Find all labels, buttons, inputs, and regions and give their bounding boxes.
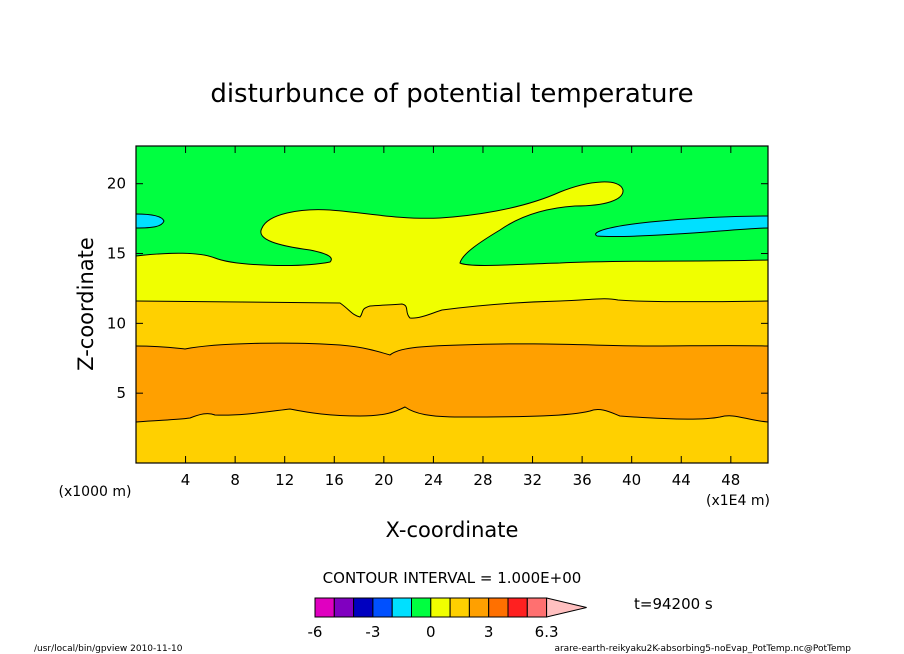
colorbar-extend-arrow	[546, 597, 587, 618]
y-tick-label: 5	[116, 384, 126, 402]
colorbar-label: -3	[365, 623, 380, 641]
colorbar-label: 0	[426, 623, 436, 641]
y-unit-label: (x1000 m)	[59, 484, 132, 500]
x-axis-label: X-coordinate	[386, 518, 519, 542]
region-cyan-right	[595, 216, 768, 237]
y-tick-label: 15	[107, 245, 126, 263]
x-tick-label: 4	[181, 471, 191, 489]
colorbar-swatch	[449, 597, 470, 618]
colorbar-swatch	[372, 597, 393, 618]
x-tick-label: 28	[473, 471, 492, 489]
plot-frame	[135, 145, 769, 464]
x-tick-label: 32	[523, 471, 542, 489]
colorbar-swatch	[314, 597, 335, 618]
colorbar-swatch	[526, 597, 548, 618]
colorbar-swatch	[411, 597, 432, 618]
time-label: t=94200 s	[634, 595, 713, 613]
x-unit-label: (x1E4 m)	[706, 493, 770, 509]
region-cyan-left	[136, 214, 164, 228]
colorbar-swatch	[468, 597, 490, 618]
chart-title: disturbunce of potential temperature	[210, 79, 693, 109]
y-tick-label: 10	[107, 314, 126, 332]
x-tick-label: 12	[275, 471, 294, 489]
x-tick-label: 24	[424, 471, 443, 489]
colorbar-swatch	[488, 597, 509, 618]
colorbar-swatch	[333, 597, 355, 618]
plot-area	[136, 146, 768, 463]
colorbar-swatch	[430, 597, 451, 618]
contour-interval-text: CONTOUR INTERVAL = 1.000E+00	[323, 569, 582, 587]
x-tick-label: 20	[374, 471, 393, 489]
x-tick-label: 36	[573, 471, 592, 489]
colorbar-label: 6.3	[535, 623, 559, 641]
colorbar-label: -6	[308, 623, 323, 641]
colorbar-swatch	[507, 597, 528, 618]
y-tick-label: 20	[107, 175, 126, 193]
colorbar-swatch	[353, 597, 374, 618]
region-orange-light-lower	[136, 407, 768, 463]
footer-right: arare-earth-reikyaku2K-absorbing5-noEvap…	[554, 644, 851, 654]
colorbar-swatch	[391, 597, 413, 618]
x-tick-label: 48	[721, 471, 740, 489]
x-tick-label: 44	[672, 471, 691, 489]
colorbar	[314, 597, 587, 618]
x-axis: 4 8 12 16 20 24 28 32 36 40 44 48	[181, 146, 740, 489]
x-tick-label: 16	[325, 471, 344, 489]
footer-left: /usr/local/bin/gpview 2010-11-10	[34, 644, 183, 654]
y-axis: 5 10 15 20	[107, 175, 768, 402]
colorbar-labels: -6 -3 0 3 6.3	[308, 623, 559, 641]
x-tick-label: 40	[622, 471, 641, 489]
x-tick-label: 8	[230, 471, 240, 489]
y-axis-label: Z-coordinate	[74, 237, 98, 371]
colorbar-label: 3	[484, 623, 494, 641]
